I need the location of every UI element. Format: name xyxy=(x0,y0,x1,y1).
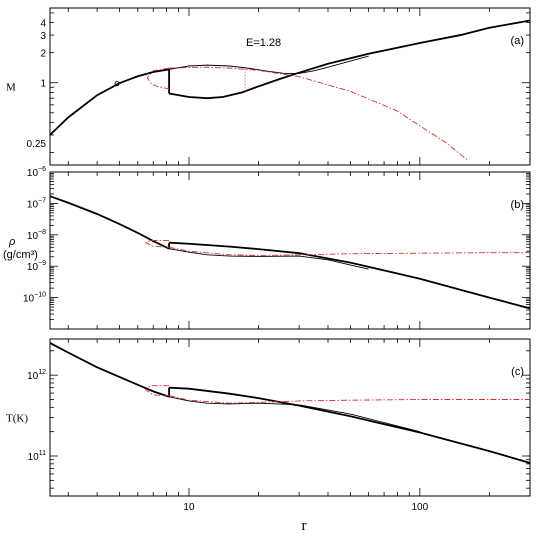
plot-frame xyxy=(49,7,531,166)
series-thin-3 xyxy=(169,55,369,74)
panel-b: 10−10 10−9 10−8 10−7 10−6 (b) ρ(g/cm³) xyxy=(3,166,531,330)
curves xyxy=(50,19,530,160)
y-tick-label: 1 xyxy=(40,79,46,90)
panel-c: 1011 1012 10 100 (c) T(K) r xyxy=(6,338,531,534)
series-thin-3 xyxy=(169,248,369,270)
series-red-5 xyxy=(168,395,530,404)
x-tick-label: 100 xyxy=(412,502,429,513)
y-tick-label: 10−10 xyxy=(23,292,46,305)
series-red-4 xyxy=(146,67,170,90)
y-axis-label: M xyxy=(6,82,16,94)
y-tick-label: 10−6 xyxy=(27,166,46,179)
panels: 0.25 1 2 34 (a) E=1.28 M 10−10 10−9 10−8 10−7 10−6 (… xyxy=(3,7,531,534)
series-red-4 xyxy=(145,385,170,396)
energy-annotation: E=1.28 xyxy=(246,37,281,49)
series-red-4 xyxy=(144,240,170,248)
y-tick-label: 10−7 xyxy=(27,197,46,210)
x-tick-label: 10 xyxy=(183,502,195,513)
curves xyxy=(50,195,530,310)
series-main-0 xyxy=(50,195,170,250)
y-tick-label: 1012 xyxy=(27,369,46,382)
series-main-2 xyxy=(168,19,530,100)
panel-tag: (a) xyxy=(511,35,524,47)
x-axis-label: r xyxy=(302,518,307,534)
y-tick-label: 3 xyxy=(40,31,46,42)
series-red-5 xyxy=(169,246,530,256)
y-tick-label: 0.25 xyxy=(27,139,47,150)
plot-frame xyxy=(49,338,531,497)
series-main-0 xyxy=(50,68,170,136)
series-main-0 xyxy=(50,342,170,398)
y-axis-label: ρ xyxy=(8,236,15,248)
series-thin-3 xyxy=(168,396,420,433)
y-tick-label: 2 xyxy=(40,49,46,60)
y-tick-label: 10−9 xyxy=(27,260,46,273)
panel-tag: (b) xyxy=(511,199,524,211)
series-main-2 xyxy=(169,241,530,310)
y-axis-label: T(K) xyxy=(6,413,28,425)
y-axis-unit: (g/cm³) xyxy=(3,249,38,261)
series-red-5 xyxy=(169,66,468,160)
plot-frame xyxy=(49,171,531,330)
panel-a: 0.25 1 2 34 (a) E=1.28 M xyxy=(6,7,531,166)
y-tick-label: 10−8 xyxy=(27,229,46,242)
y-tick-label: 4 xyxy=(40,19,46,30)
sonic-point-marker xyxy=(114,81,120,87)
curves xyxy=(50,342,530,464)
y-tick-label: 1011 xyxy=(28,450,46,463)
series-main-2 xyxy=(169,386,530,464)
panel-tag: (c) xyxy=(511,366,524,378)
